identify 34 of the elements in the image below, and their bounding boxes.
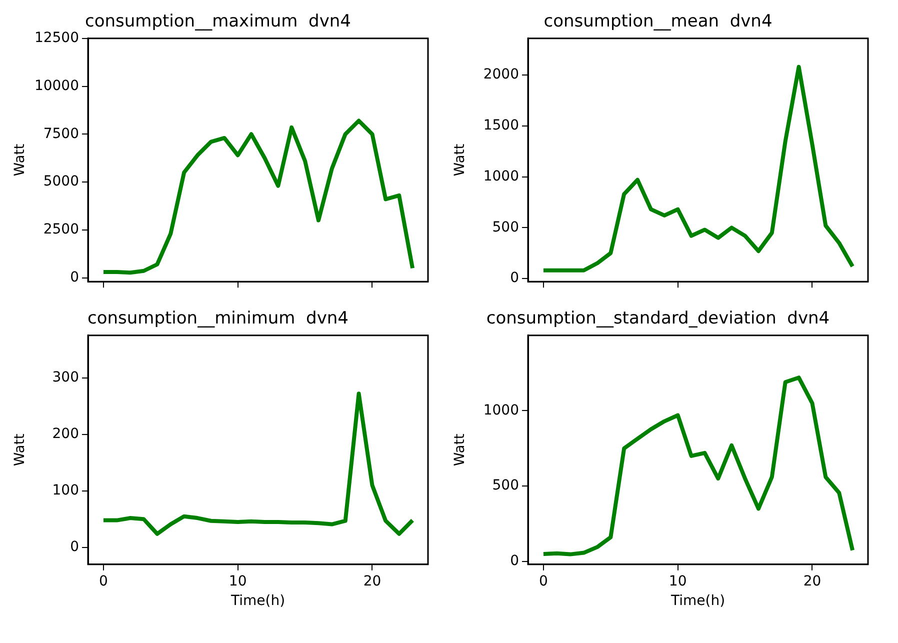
x-tick-label: 20 [363, 573, 382, 590]
x-tick-label: 0 [538, 573, 548, 590]
y-tick-label: 1000 [483, 402, 519, 418]
y-tick-label: 500 [492, 478, 519, 494]
chart-title: consumption__maximum dvn4 [85, 12, 351, 32]
chart-title: consumption__mean dvn4 [544, 12, 772, 32]
y-tick-label: 5000 [43, 174, 79, 190]
y-tick-label: 500 [492, 219, 519, 236]
y-tick-label: 200 [52, 426, 79, 442]
y-axis-title: Watt [452, 433, 468, 466]
x-tick-label: 0 [98, 573, 108, 590]
y-tick-label: 0 [510, 270, 519, 286]
x-tick-label: 10 [668, 573, 687, 590]
y-tick-label: 300 [52, 369, 79, 386]
y-tick-label: 7500 [43, 126, 79, 142]
y-tick-label: 0 [70, 269, 79, 286]
y-tick-label: 1500 [483, 118, 519, 134]
y-axis-title: Watt [452, 143, 468, 176]
y-tick-label: 1000 [483, 168, 519, 184]
x-tick-label: 10 [228, 573, 247, 590]
x-tick-label: 20 [803, 573, 822, 590]
y-axis-title: Watt [12, 143, 28, 176]
x-axis-title: Time(h) [230, 593, 286, 610]
chart-title: consumption__minimum dvn4 [88, 308, 348, 329]
x-axis-title: Time(h) [670, 593, 726, 610]
y-axis-title: Watt [12, 433, 28, 466]
y-tick-label: 100 [52, 482, 79, 499]
y-tick-label: 2000 [483, 66, 519, 83]
y-tick-label: 12500 [34, 30, 79, 46]
y-tick-label: 10000 [34, 78, 79, 94]
y-tick-label: 0 [70, 539, 79, 556]
y-tick-label: 2500 [43, 222, 79, 238]
chart-title: consumption__standard_deviation dvn4 [486, 308, 830, 329]
y-tick-label: 0 [510, 553, 519, 570]
